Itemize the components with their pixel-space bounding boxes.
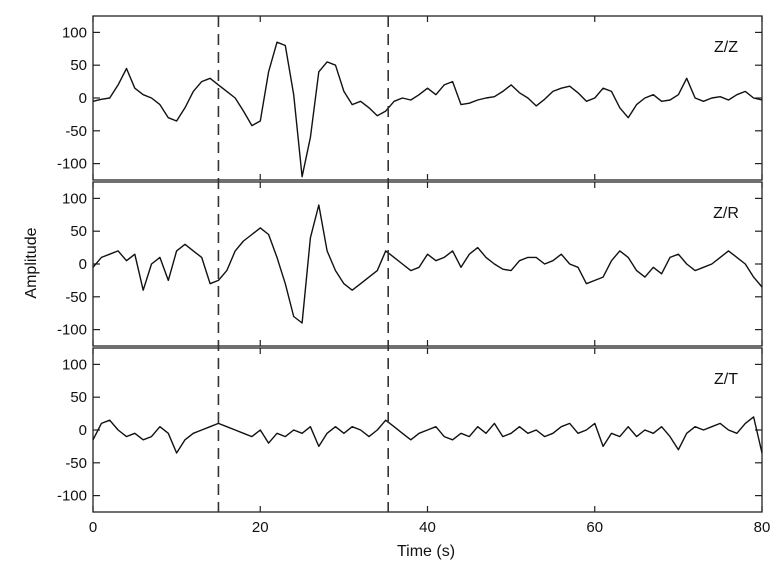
y-tick-label: 50 [70,223,87,240]
y-tick-label: -100 [57,488,87,505]
x-axis-label: Time (s) [397,543,455,560]
x-tick-label: 60 [586,519,603,536]
y-tick-label: 0 [79,422,87,439]
y-tick-label: 100 [62,356,87,373]
x-tick-label: 80 [754,519,771,536]
x-tick-label: 0 [89,519,97,536]
y-tick-label: -50 [65,289,87,306]
x-tick-label: 40 [419,519,436,536]
panel-z-t: 100 50 0 -50 -100 Z/T [57,347,763,513]
y-tick-label: 50 [70,57,87,74]
panel-z-z: 100 50 0 -50 -100 Z/Z [57,15,763,181]
y-tick-label: -50 [65,123,87,140]
y-tick-label: 0 [79,90,87,107]
series-label: Z/T [714,371,738,388]
series-line-z-z [92,41,763,178]
panel-frame [92,15,763,181]
series-label: Z/Z [714,39,738,56]
y-tick-label: 100 [62,190,87,207]
y-axis-label: Amplitude [23,227,40,298]
y-tick-label: 100 [62,24,87,41]
series-label: Z/R [713,205,739,222]
panel-frame [92,181,763,347]
y-tick-label: 50 [70,389,87,406]
chart-panels: 100 50 0 -50 -100 Z/Z 100 50 0 -50 -100 Z/R 100 50 0 -5… [57,15,763,513]
series-line-z-t [92,416,763,454]
y-tick-label: -100 [57,322,87,339]
series-line-z-r [92,204,763,324]
y-tick-label: -100 [57,156,87,173]
x-axis: 0 20 40 60 80 [89,519,771,536]
marker-lines [217,16,389,512]
y-tick-label: -50 [65,455,87,472]
y-tick-label: 0 [79,256,87,273]
panel-z-r: 100 50 0 -50 -100 Z/R [57,181,763,347]
x-tick-label: 20 [252,519,269,536]
